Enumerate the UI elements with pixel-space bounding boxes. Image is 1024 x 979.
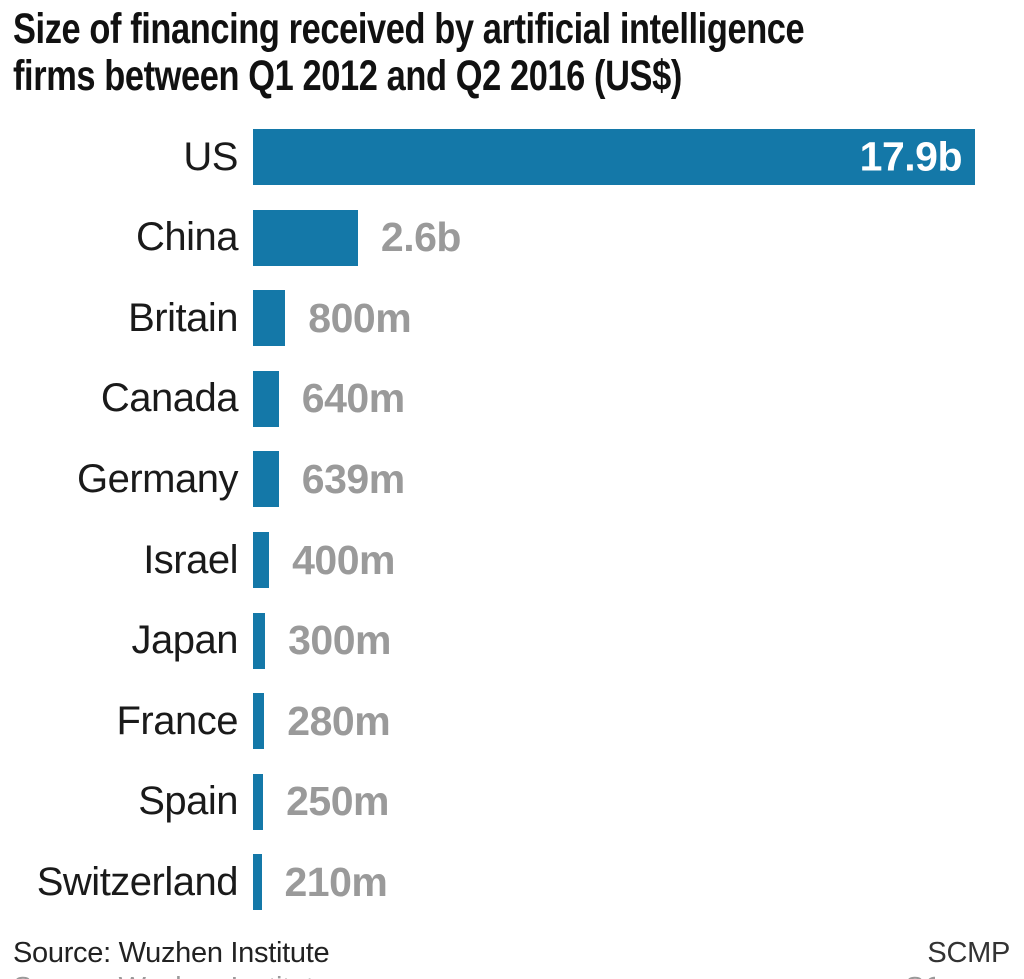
chart-row: US 17.9b [0, 117, 1024, 198]
bar-track: 280m [253, 681, 1024, 762]
value-label: 800m [308, 294, 412, 341]
value-label: 17.9b [859, 133, 963, 180]
chart-row: Britain 800m [0, 278, 1024, 359]
bar-chart: US 17.9b China 2.6b Britain 800m Canada 640m Ger… [0, 117, 1024, 922]
chart-title-line1: Size of financing received by artificial… [13, 5, 805, 53]
bar-track: 17.9b [253, 117, 1024, 198]
chart-row: Canada 640m [0, 359, 1024, 440]
chart-row: Israel 400m [0, 520, 1024, 601]
value-label: 2.6b [380, 214, 462, 261]
country-label: China [135, 215, 239, 260]
country-label: Spain [138, 779, 238, 824]
country-label: Germany [77, 456, 239, 501]
bar [253, 693, 265, 750]
chart-rows: US 17.9b China 2.6b Britain 800m Canada 640m Ger… [0, 117, 1024, 922]
source-note: Source: Wuzhen Institute [13, 937, 330, 969]
chart-row: Spain 250m [0, 761, 1024, 842]
bar-track: 2.6b [253, 198, 1024, 279]
value-label: 300m [288, 617, 391, 664]
bar-track: 400m [253, 520, 1024, 601]
value-label: 280m [287, 697, 391, 744]
country-label: US [183, 134, 238, 179]
chart-title: Size of financing received by artificial… [13, 6, 817, 100]
bar [253, 370, 279, 427]
country-label: France [116, 698, 239, 743]
bar-track: 639m [253, 439, 1024, 520]
bar [253, 854, 262, 911]
bar-track: 250m [253, 761, 1024, 842]
bar-track: 640m [253, 359, 1024, 440]
country-label: Japan [131, 618, 239, 663]
bar [253, 612, 266, 669]
bar [253, 773, 264, 830]
bar: 17.9b [253, 129, 975, 186]
chart-row: China 2.6b [0, 198, 1024, 279]
value-label: 639m [301, 455, 405, 502]
value-label: 400m [292, 536, 395, 583]
bar-track: 210m [253, 842, 1024, 923]
chart-title-line2: firms between Q1 2012 and Q2 2016 (US$) [13, 52, 682, 100]
bar-track: 800m [253, 278, 1024, 359]
chart-row: Germany 639m [0, 439, 1024, 520]
chart-row: Japan 300m [0, 600, 1024, 681]
bar-track: 300m [253, 600, 1024, 681]
value-label: 210m [284, 858, 388, 905]
credit-label: SCMP [927, 937, 1010, 969]
value-label: 640m [301, 375, 405, 422]
country-label: Israel [143, 537, 238, 582]
country-label: Switzerland [36, 859, 239, 904]
value-label: 250m [286, 778, 389, 825]
bar [253, 532, 270, 588]
cropped-footer-line-left: Source: Wuzhen Institute [13, 970, 373, 979]
chart-row: France 280m [0, 681, 1024, 762]
bar [253, 290, 286, 347]
chart-row: Switzerland 210m [0, 842, 1024, 923]
cropped-footer-line-right: SCMP [905, 970, 935, 979]
bar [253, 451, 279, 508]
country-label: Canada [100, 376, 239, 421]
country-label: Britain [128, 295, 238, 340]
bar [253, 209, 358, 266]
